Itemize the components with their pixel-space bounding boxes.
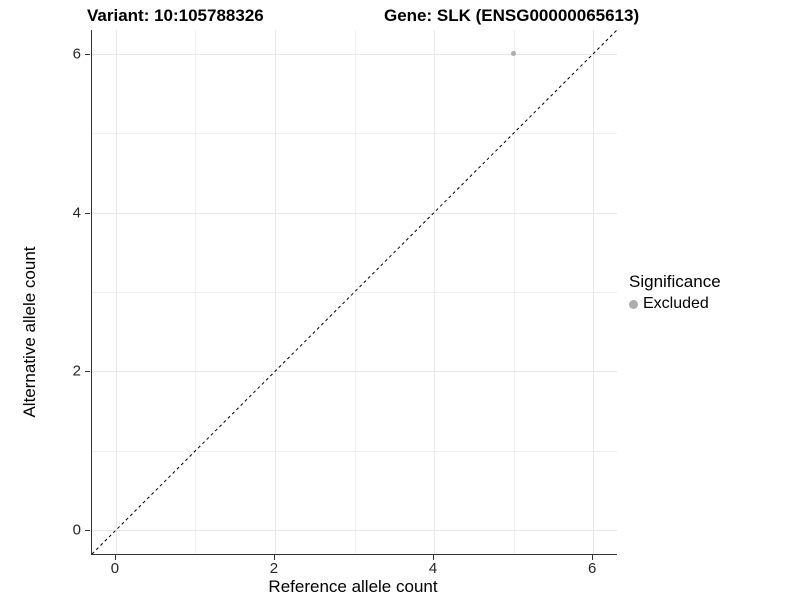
x-tick-label: 6 (587, 560, 597, 577)
y-tick-label: 4 (72, 204, 81, 222)
y-major-gridline (92, 371, 617, 373)
y-major-gridline (92, 212, 617, 214)
y-tick-label: 2 (72, 362, 81, 380)
y-major-gridline (92, 530, 617, 532)
plot-title-variant: Variant: 10:105788326 (87, 6, 264, 25)
legend-point-icon (629, 299, 638, 309)
x-tick-mark (433, 555, 435, 560)
x-tick-mark (592, 555, 594, 560)
x-tick-mark (273, 555, 275, 560)
y-minor-gridline (92, 450, 617, 452)
x-major-gridline (274, 30, 276, 554)
identity-dashed-line (91, 29, 618, 555)
y-major-gridline (92, 53, 617, 55)
y-minor-gridline (92, 133, 617, 135)
data-point (511, 51, 517, 57)
legend-item-label: Excluded (643, 295, 709, 312)
x-major-gridline (434, 30, 436, 554)
y-tick-label: 0 (72, 521, 81, 539)
y-tick-mark (85, 53, 90, 55)
legend: Significance Excluded (629, 272, 721, 313)
legend-title: Significance (629, 272, 721, 291)
y-tick-label: 6 (72, 45, 81, 63)
plot-panel (91, 29, 618, 555)
x-axis-title: Reference allele count (268, 577, 438, 596)
identity-line-layer (91, 29, 618, 555)
y-minor-gridline (92, 292, 617, 293)
legend-item-excluded: Excluded (629, 295, 721, 313)
y-tick-mark (85, 371, 90, 373)
x-major-gridline (593, 30, 595, 554)
x-major-gridline (115, 30, 117, 554)
x-tick-label: 2 (269, 560, 279, 577)
y-tick-mark (85, 212, 90, 214)
x-tick-label: 0 (110, 560, 120, 577)
x-tick-mark (114, 555, 116, 560)
x-tick-label: 4 (428, 560, 438, 577)
y-axis-title: Alternative allele count (20, 246, 39, 418)
plot-title-gene: Gene: SLK (ENSG00000065613) (384, 6, 640, 25)
y-tick-mark (85, 530, 90, 532)
